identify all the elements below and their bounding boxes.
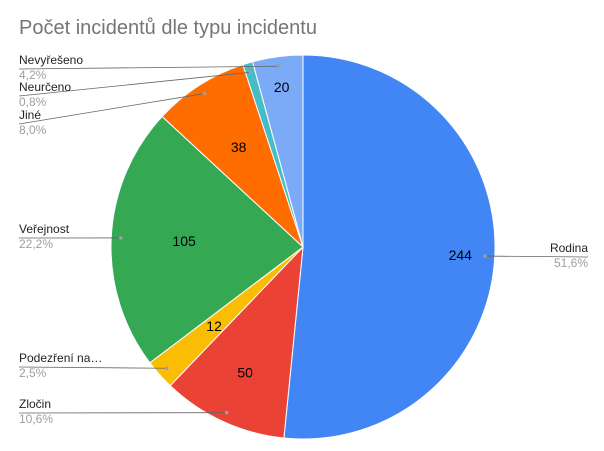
leader-dot — [277, 64, 281, 69]
slice-value-label: 38 — [231, 139, 247, 155]
leader-line — [18, 65, 279, 70]
slice-percent-label: 8,0% — [19, 123, 47, 137]
slice-name-label: Podezření na… — [19, 351, 102, 365]
pie-slice — [110, 115, 304, 364]
slice-value-label: 244 — [449, 247, 473, 263]
leader-dot — [164, 366, 169, 371]
leader-line — [18, 366, 167, 369]
leader-dot — [202, 91, 207, 96]
leader-dot — [224, 410, 229, 415]
slice-name-label: Neurčeno — [19, 80, 71, 94]
slice-percent-label: 10,6% — [19, 412, 53, 426]
slice-value-labels: 244 50 12 105 38 20 — [172, 79, 472, 380]
pie-slice — [161, 64, 304, 248]
leader-dot — [483, 254, 487, 258]
slice-name-label: Veřejnost — [19, 222, 70, 236]
pie-slice — [251, 54, 304, 248]
slice-percent-label: 51,6% — [554, 256, 588, 270]
slice-value-label: 12 — [206, 318, 222, 334]
slice-percent-label: 0,8% — [19, 95, 47, 109]
leader-line — [485, 255, 589, 258]
slice-percent-label: 4,2% — [19, 68, 47, 82]
pie-slice — [169, 245, 304, 439]
slice-name-label: Zločin — [19, 397, 51, 411]
slice-value-label: 20 — [274, 79, 290, 95]
leader-line — [18, 93, 205, 125]
leader-lines — [18, 64, 589, 415]
slice-value-label: 50 — [237, 365, 253, 381]
leader-line — [18, 71, 251, 97]
slice-name-label: Nevyřešeno — [19, 53, 83, 67]
chart-title: Počet incidentů dle typu incidentu — [19, 17, 317, 39]
pie-slices — [110, 54, 496, 440]
slice-name-label: Jiné — [19, 108, 41, 122]
slice-value-label: 105 — [172, 233, 196, 249]
leader-dot — [119, 236, 123, 240]
slice-percent-label: 2,5% — [19, 366, 47, 380]
slice-percent-label: 22,2% — [19, 237, 53, 251]
slice-name-label: Rodina — [550, 241, 588, 255]
leader-dot — [248, 70, 253, 75]
